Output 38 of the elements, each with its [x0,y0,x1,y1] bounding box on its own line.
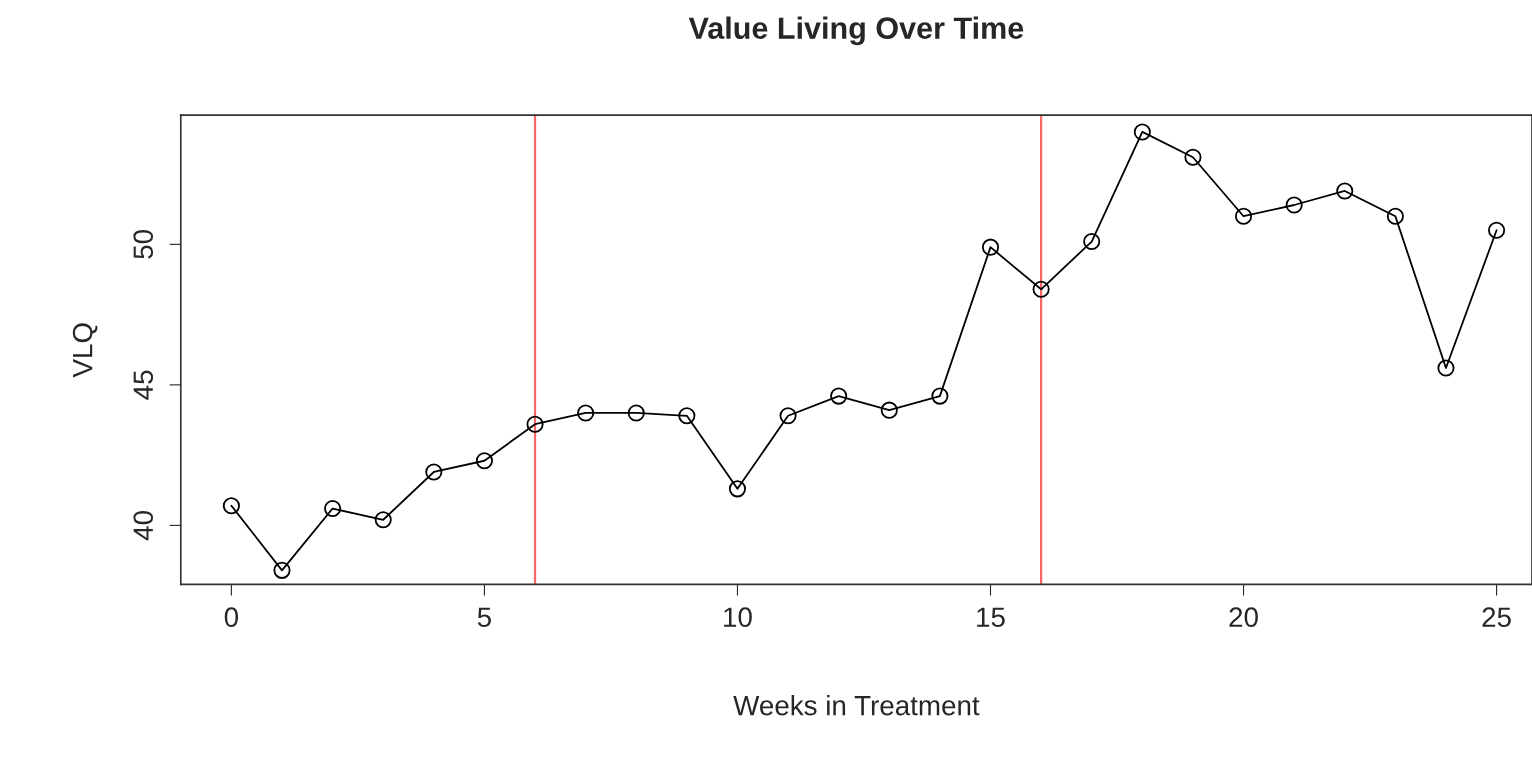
point [728,480,747,498]
point [425,463,443,481]
point [830,387,848,405]
x-tick-label: 20 [1229,607,1258,628]
point [1285,196,1303,214]
x-tick-label: 5 [477,607,491,628]
point [931,387,949,405]
y-tick-label: 50 [133,229,154,259]
y-axis-title: VLQ [72,323,98,378]
point [981,238,1000,256]
point [1386,207,1404,225]
x-tick-label: 25 [1482,607,1511,628]
point [1336,182,1354,200]
point [1133,123,1151,141]
point [1488,221,1506,239]
point [1234,207,1253,225]
point [779,407,797,425]
x-axis-title: Weeks in Treatment [733,695,980,716]
x-tick-label: 10 [724,607,752,628]
point [324,499,342,518]
y-tick-label: 40 [133,511,154,541]
point [577,404,595,422]
point [475,452,493,470]
y-tick-label: 45 [133,370,154,400]
x-tick-label: 0 [224,607,239,628]
point [1083,232,1101,251]
point [273,561,291,579]
point [222,497,240,515]
point [627,404,645,422]
point [880,401,898,419]
point [678,407,696,425]
point [1032,280,1050,298]
x-tick-label: 15 [977,607,1005,628]
chart-title: Value Living Over Time [688,16,1024,46]
point [374,511,392,529]
point [1184,148,1202,166]
point [526,415,544,433]
point [1437,359,1455,377]
